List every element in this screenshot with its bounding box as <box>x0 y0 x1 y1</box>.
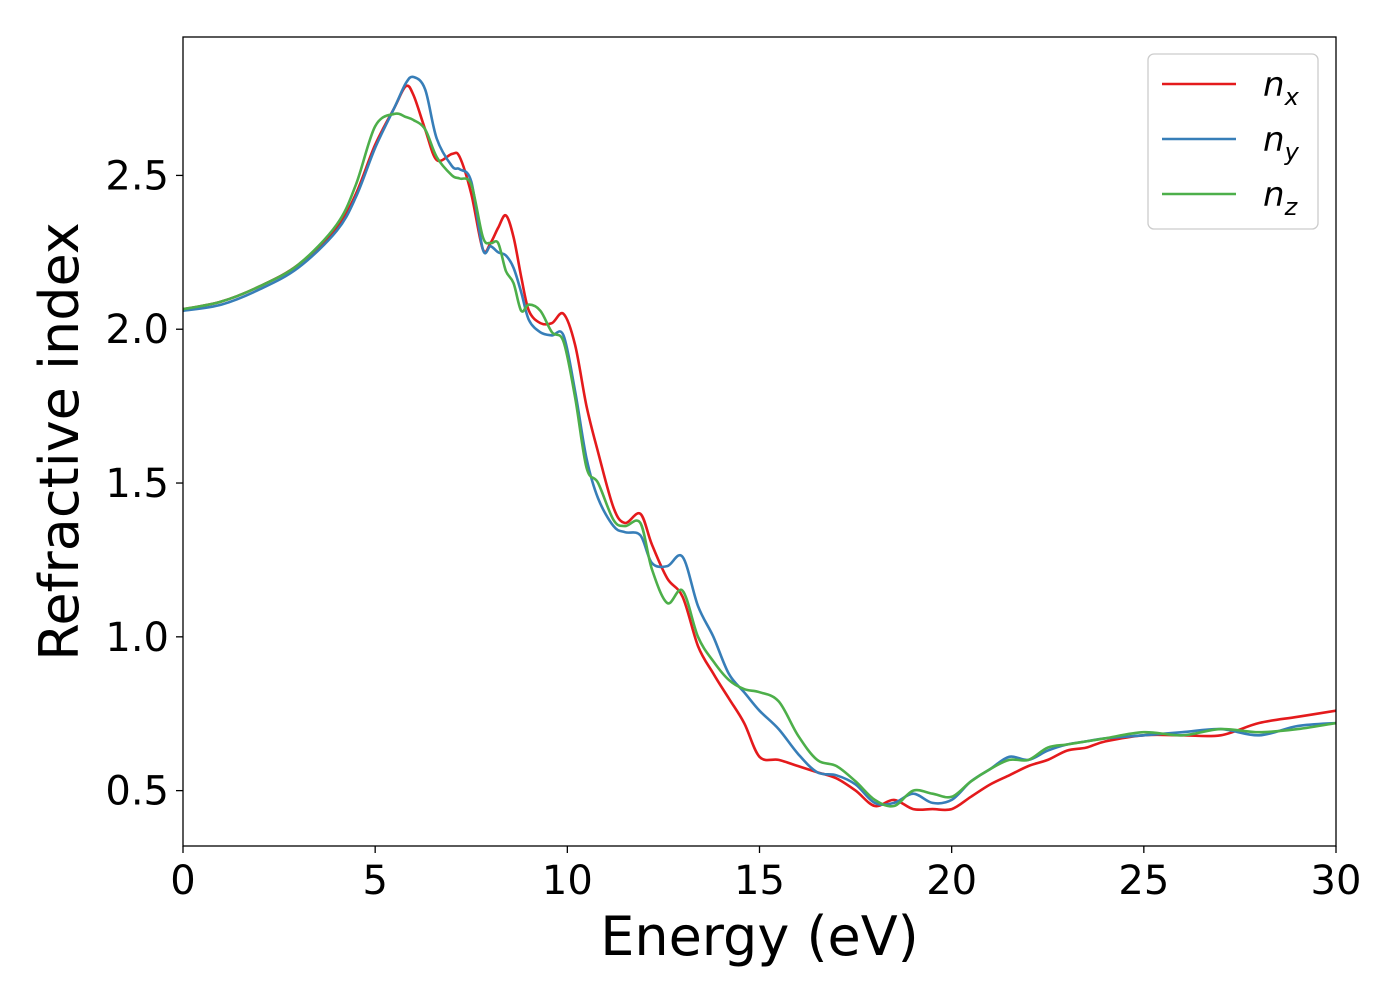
x-tick-label: 30 <box>1311 858 1362 904</box>
x-axis-label: Energy (eV) <box>600 905 919 968</box>
tick-layer: 0 5 10 15 20 25 30 0.5 1.0 1.5 2.0 2.5 <box>105 153 1361 904</box>
y-tick-label: 0.5 <box>105 769 169 815</box>
x-tick-label: 15 <box>734 858 785 904</box>
legend-frame <box>1147 53 1319 230</box>
y-tick-label: 2.5 <box>105 153 169 199</box>
y-axis-label: Refractive index <box>28 222 91 661</box>
y-tick-label: 1.0 <box>105 615 169 661</box>
y-tick-label: 1.5 <box>105 461 169 507</box>
legend-label-x: nx <box>1263 65 1300 111</box>
series-line-z <box>183 112 1336 808</box>
y-tick-label: 2.0 <box>105 307 169 353</box>
x-tick-label: 10 <box>542 858 593 904</box>
x-tick-label: 0 <box>170 858 195 904</box>
x-tick-label: 25 <box>1118 858 1169 904</box>
x-tick-label: 20 <box>926 858 977 904</box>
legend-label-y: ny <box>1263 120 1300 166</box>
x-tick-label: 5 <box>362 858 387 904</box>
series-layer <box>183 75 1336 812</box>
